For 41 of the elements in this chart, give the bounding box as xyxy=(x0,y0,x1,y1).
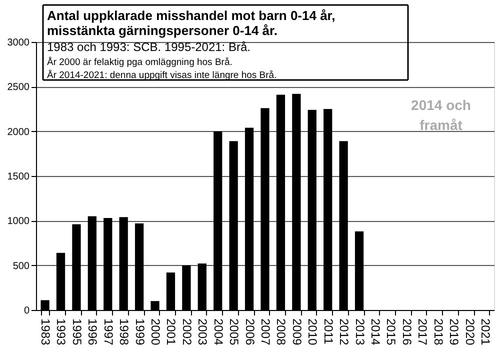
x-tick-label: 2009 xyxy=(290,318,304,346)
y-tick-label: 500 xyxy=(12,260,30,272)
y-tick-label: 1500 xyxy=(7,172,30,182)
x-tick-label: 1997 xyxy=(101,318,116,346)
annotation: År 2014-2021: denna uppgift visas inte längre hos Brå. xyxy=(47,69,277,81)
y-tick-label: 0 xyxy=(24,306,30,316)
x-tick-label: 2000 xyxy=(148,318,163,346)
x-tick-label: 2014 xyxy=(368,318,382,346)
x-tick-label: 2013 xyxy=(352,318,367,346)
y-tick-label: 1000 xyxy=(7,216,30,228)
x-tick-label: 2017 xyxy=(416,318,430,346)
x-tick-label: 2003 xyxy=(196,318,210,346)
x-tick-label: 2006 xyxy=(242,318,257,346)
x-tick-label: 1998 xyxy=(117,318,132,346)
x-tick-label: 1993 xyxy=(54,318,68,346)
x-tick-label: 2018 xyxy=(431,318,446,346)
x-tick-label: 2020 xyxy=(462,318,477,346)
x-tick-label: 2019 xyxy=(447,318,462,346)
x-tick-label: 2010 xyxy=(306,318,320,346)
x-tick-label: 1999 xyxy=(132,318,147,346)
x-tick-label: 2008 xyxy=(274,318,288,346)
x-tick-label: 2015 xyxy=(384,318,398,346)
x-tick-label: 2011 xyxy=(321,318,336,345)
y-tick-label: 2000 xyxy=(7,126,30,138)
annotation: År 2000 är felaktig pga omläggning hos Brå. xyxy=(47,56,232,68)
x-tick-label: 2012 xyxy=(337,318,352,346)
chart-subtitle: 1983 och 1993: SCB. 1995-2021: Brå. xyxy=(47,40,250,54)
x-tick-label: 1995 xyxy=(70,318,84,346)
x-tick-label: 1996 xyxy=(86,318,100,346)
x-tick-label: 2004 xyxy=(211,318,226,346)
x-tick-label: 2005 xyxy=(227,318,242,346)
y-tick-label: 3000 xyxy=(7,38,30,48)
x-tick-label: 1983 xyxy=(38,318,53,346)
annotation: 2014 och framåt xyxy=(411,97,471,133)
x-tick-label: 2001 xyxy=(164,318,178,346)
chart-title: Antal uppklarade misshandel mot barn 0-14 år, misstänkta gärningspersoner 0-14 år. xyxy=(47,8,336,38)
x-tick-label: 2016 xyxy=(400,318,414,346)
x-tick-label: 2007 xyxy=(258,318,272,346)
x-tick-label: 2021 xyxy=(478,318,492,346)
x-tick-label: 2002 xyxy=(180,318,194,346)
y-tick-label: 2500 xyxy=(7,82,30,94)
